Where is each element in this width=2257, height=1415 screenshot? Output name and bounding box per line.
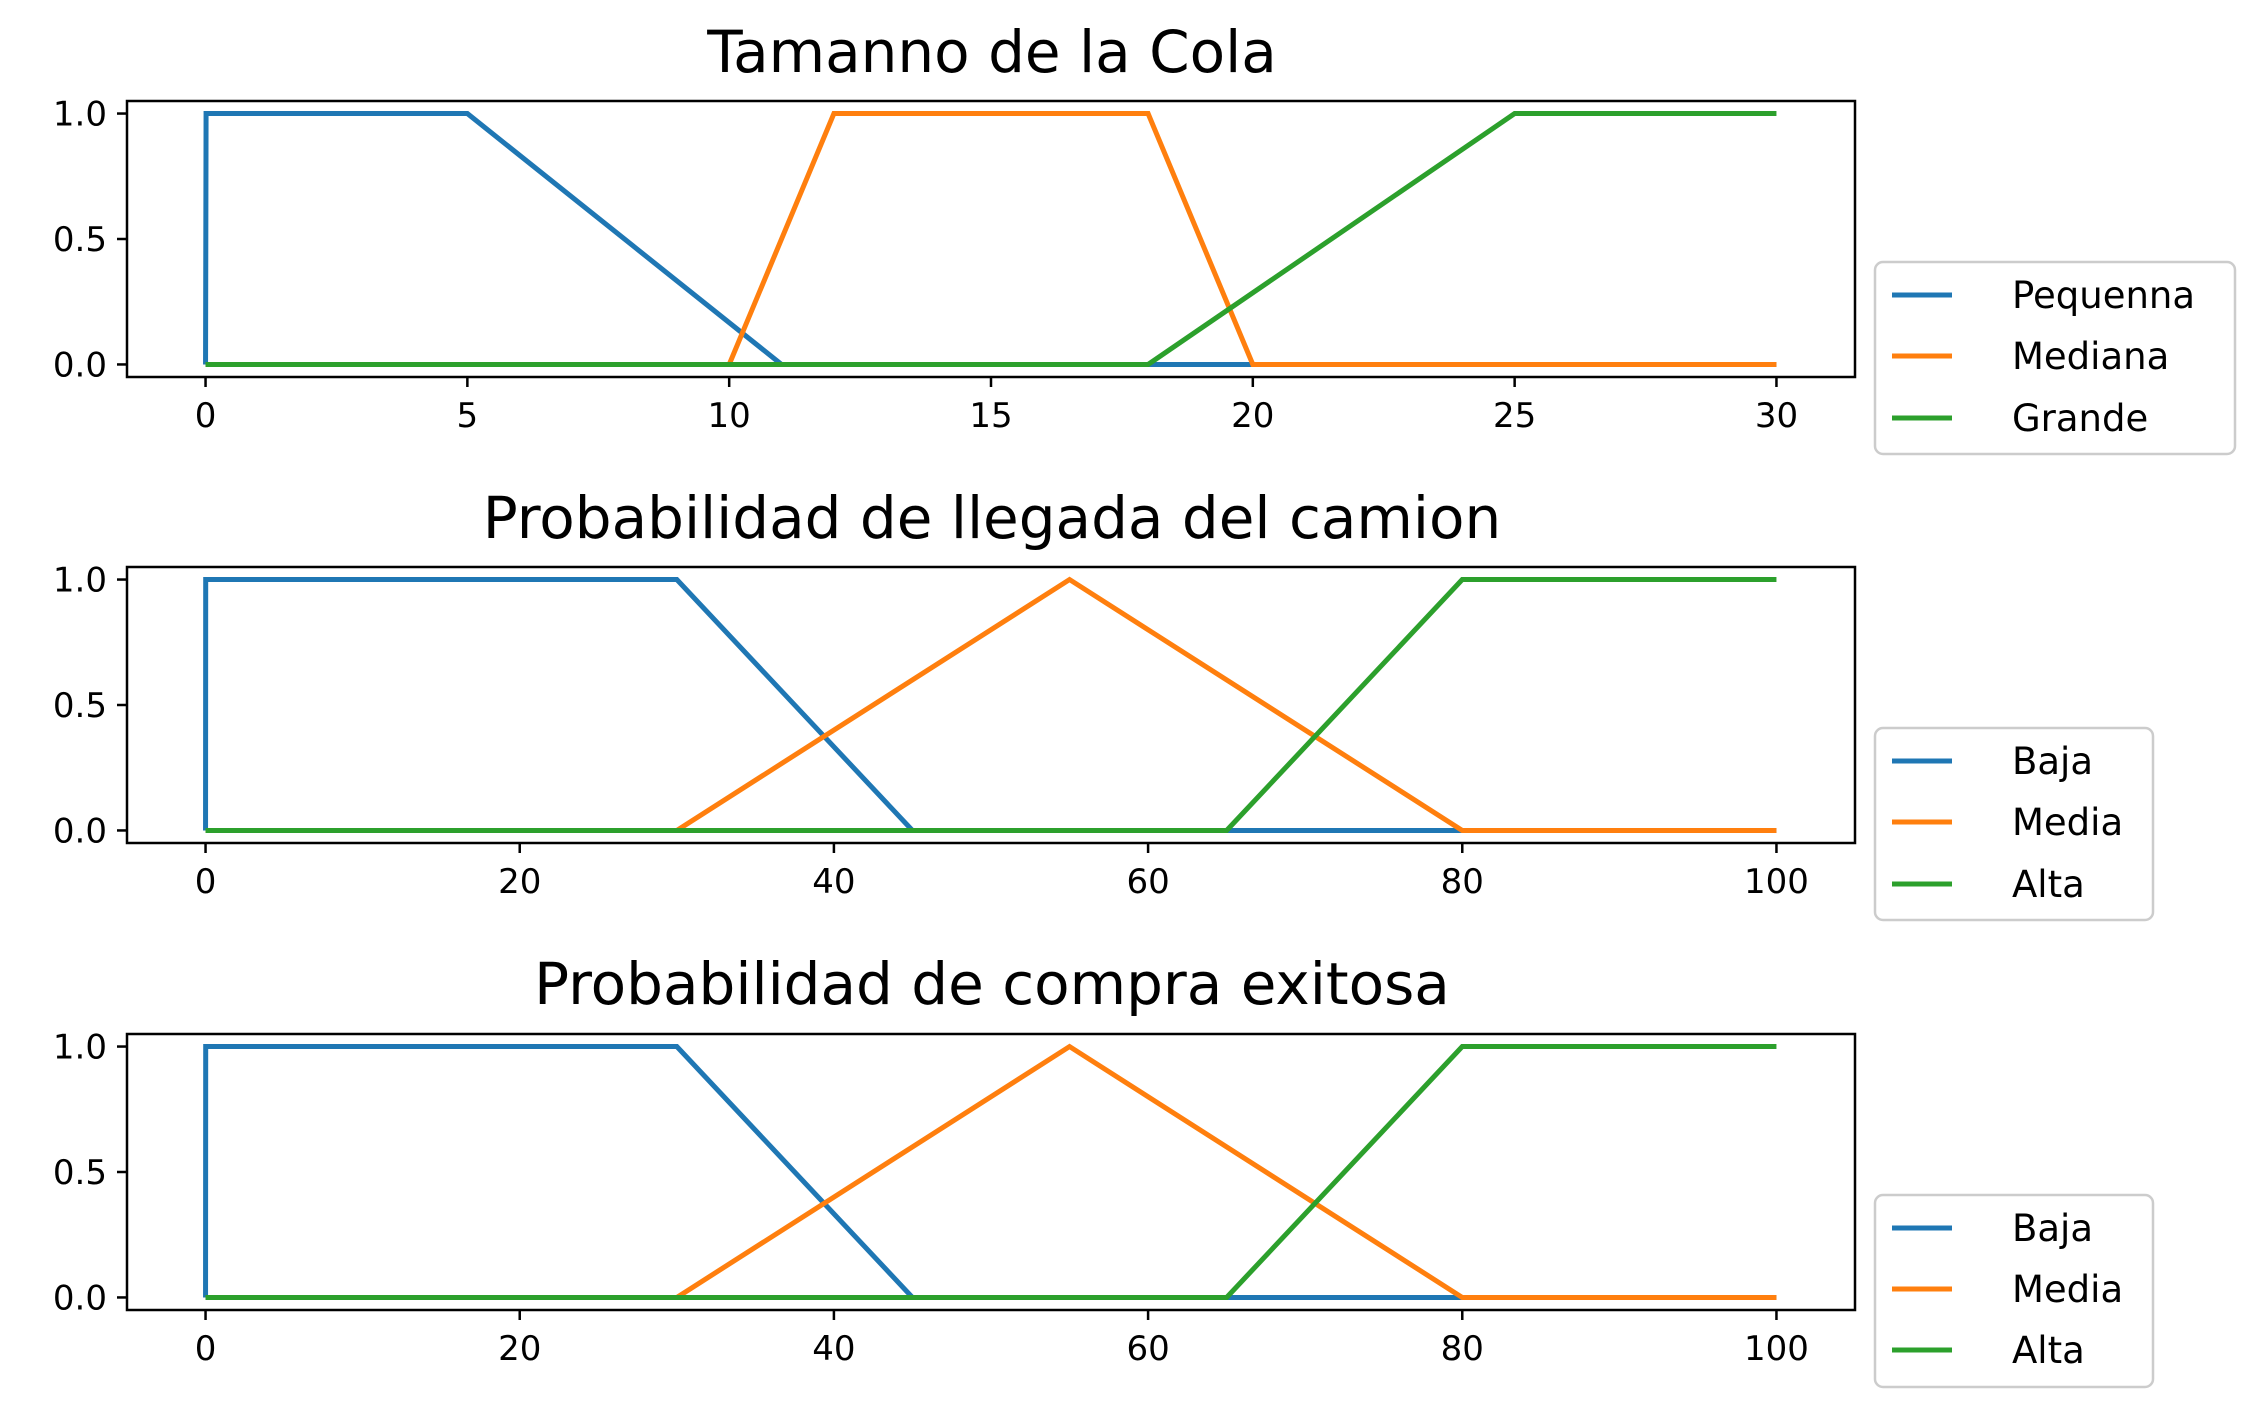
x-tick-label: 15 (969, 396, 1012, 436)
panel-title: Probabilidad de compra exitosa (534, 950, 1450, 1018)
legend-label: Media (2012, 801, 2123, 844)
legend-label: Pequenna (2012, 274, 2195, 317)
x-tick-label: 30 (1755, 396, 1798, 436)
legend-box (1873, 726, 2155, 922)
x-tick-label: 0 (195, 1329, 217, 1369)
legend: Baja Media Alta (1873, 1193, 2155, 1389)
y-tick-label: 0.5 (53, 220, 107, 260)
legend: Baja Media Alta (1873, 726, 2155, 922)
panel-1: Tamanno de la Cola 0 5 10 15 20 25 30 0.0 0.5 1.0… (53, 18, 2237, 456)
y-tick-label: 1.0 (53, 561, 107, 601)
x-tick-label: 5 (457, 396, 479, 436)
y-tick-label: 0.0 (53, 345, 107, 385)
x-tick-label: 60 (1126, 1329, 1169, 1369)
x-tick-label: 100 (1744, 862, 1809, 902)
plot-area: 0 20 40 60 80 100 0.0 0.5 1.0 (53, 1028, 1857, 1369)
y-tick-label: 1.0 (53, 95, 107, 135)
x-tick-label: 100 (1744, 1329, 1809, 1369)
panel-title: Probabilidad de llegada del camion (483, 484, 1501, 552)
x-tick-label: 0 (195, 862, 217, 902)
y-tick-label: 0.0 (53, 1278, 107, 1318)
series-line-3 (205, 1044, 1777, 1300)
legend-box (1873, 260, 2237, 456)
y-tick-label: 1.0 (53, 1028, 107, 1068)
x-tick-label: 60 (1126, 862, 1169, 902)
y-tick-label: 0.0 (53, 811, 107, 851)
legend-label: Alta (2012, 1329, 2085, 1372)
series-line-3 (205, 577, 1777, 833)
legend: Pequenna Mediana Grande (1873, 260, 2237, 456)
x-tick-label: 40 (812, 1329, 855, 1369)
plot-area: 0 20 40 60 80 100 0.0 0.5 1.0 (53, 561, 1857, 902)
legend-box (1873, 1193, 2155, 1389)
legend-label: Baja (2012, 740, 2093, 783)
x-tick-label: 20 (1231, 396, 1274, 436)
x-tick-label: 25 (1493, 396, 1536, 436)
panel-2: Probabilidad de llegada del camion 0 20 40… (53, 484, 2155, 922)
legend-label: Baja (2012, 1207, 2093, 1250)
legend-label: Mediana (2012, 335, 2169, 378)
panel-3: Probabilidad de compra exitosa 0 20 40 60 80… (53, 950, 2155, 1389)
x-tick-label: 80 (1441, 1329, 1484, 1369)
panel-title: Tamanno de la Cola (706, 18, 1277, 86)
series-line-3 (205, 111, 1777, 367)
x-tick-label: 20 (498, 862, 541, 902)
y-tick-label: 0.5 (53, 686, 107, 726)
legend-label: Media (2012, 1268, 2123, 1311)
plot-area: 0 5 10 15 20 25 30 0.0 0.5 1.0 (53, 95, 1857, 436)
y-tick-label: 0.5 (53, 1153, 107, 1193)
x-tick-label: 80 (1441, 862, 1484, 902)
legend-label: Grande (2012, 397, 2148, 440)
legend-label: Alta (2012, 863, 2085, 906)
x-tick-label: 40 (812, 862, 855, 902)
x-tick-label: 0 (195, 396, 217, 436)
x-tick-label: 10 (708, 396, 751, 436)
x-tick-label: 20 (498, 1329, 541, 1369)
